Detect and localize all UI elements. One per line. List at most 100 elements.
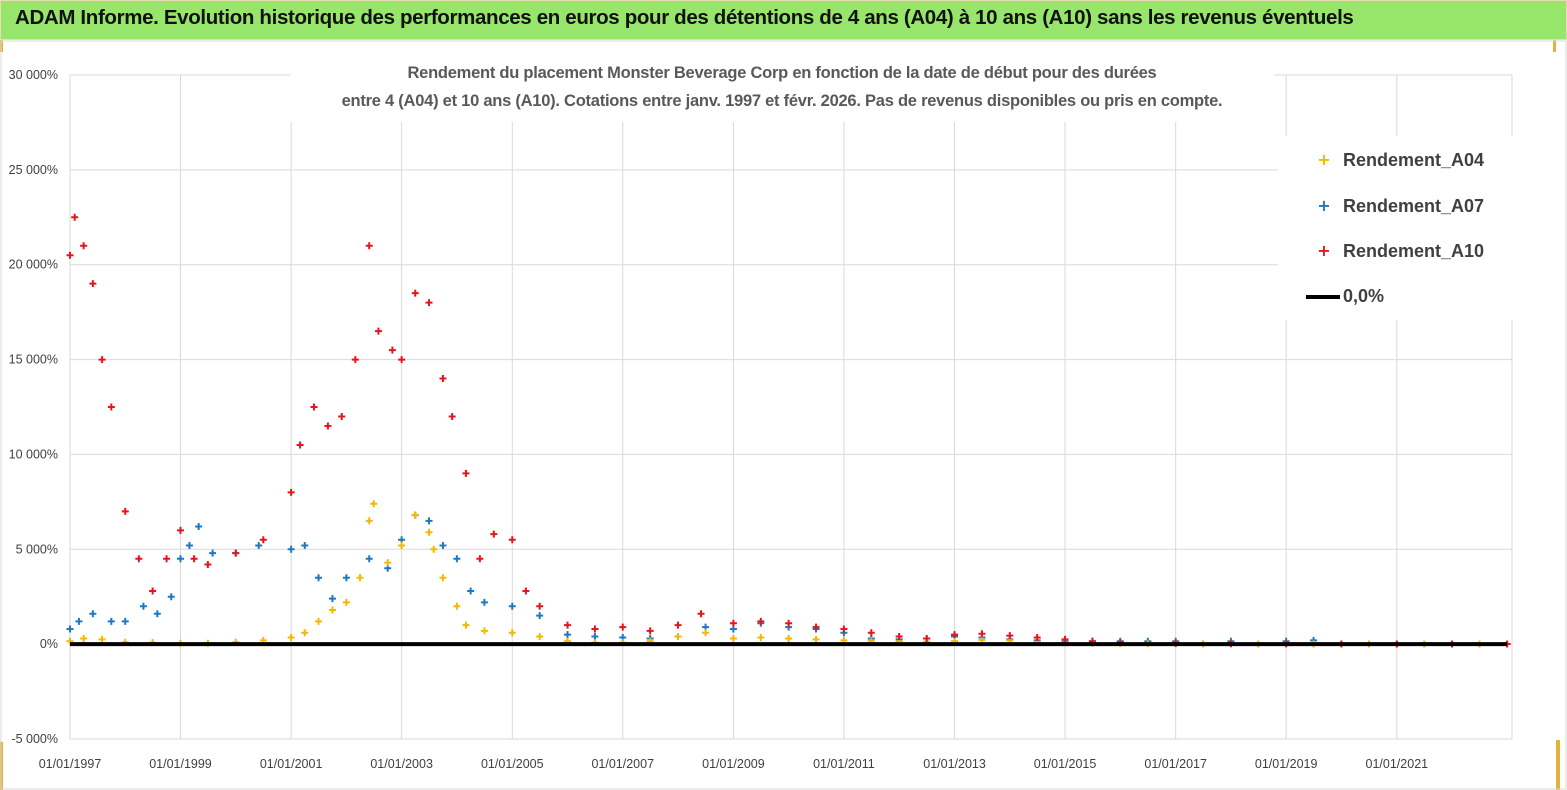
data-point [204,560,212,568]
x-tick-label: 01/01/2005 [481,757,544,771]
legend-label-a04: Rendement_A04 [1343,150,1485,170]
data-point [453,602,461,610]
data-point [564,621,572,629]
data-point [978,630,986,638]
data-point [812,623,820,631]
data-point [342,598,350,606]
data-point [163,555,171,563]
y-tick-label: 5 000% [16,542,58,556]
data-point [135,555,143,563]
data-point [66,625,74,633]
data-point [365,242,373,250]
y-tick-label: 15 000% [9,353,58,367]
data-point [729,634,737,642]
data-point [697,610,705,618]
y-tick-label: -5 000% [11,732,58,746]
legend-label-a07: Rendement_A07 [1343,196,1485,216]
y-tick-label: 0% [40,637,58,651]
x-tick-label: 01/01/2011 [813,757,875,771]
plus-marker-icon: + [1317,196,1331,215]
data-point [365,517,373,525]
data-point [895,633,903,641]
data-point [508,629,516,637]
legend-item-a07: + Rendement_A07 [1278,194,1518,220]
legend-item-zero: 0,0% [1278,284,1518,310]
data-point [121,617,129,625]
data-point [107,617,115,625]
data-point [448,412,456,420]
data-point [365,555,373,563]
data-point [425,528,433,536]
data-point [1006,632,1014,640]
title-banner: ADAM Informe. Evolution historique des p… [0,0,1567,40]
data-point [296,441,304,449]
data-point [98,356,106,364]
data-point [923,634,931,642]
data-point [351,356,359,364]
data-point [702,629,710,637]
data-point [89,610,97,618]
data-point [315,574,323,582]
data-point [107,403,115,411]
data-point [324,422,332,430]
data-point [757,617,765,625]
data-point [812,635,820,643]
data-point [591,625,599,633]
data-point [287,545,295,553]
corner-mark-top-right [1553,40,1556,52]
data-point [80,242,88,250]
data-point [476,555,484,563]
data-point [425,299,433,307]
data-point [71,213,79,221]
data-point [176,526,184,534]
data-point [439,574,447,582]
data-point [66,251,74,259]
data-point [729,619,737,627]
data-point [398,541,406,549]
data-point [374,327,382,335]
chart-area-border [0,40,1567,790]
chart-title-line-1: Rendement du placement Monster Beverage … [407,64,1157,82]
data-point [167,593,175,601]
legend-item-a04: + Rendement_A04 [1278,148,1518,174]
data-point [185,541,193,549]
x-axis-tick-labels: 01/01/1997 01/01/1999 01/01/2001 01/01/2003… [39,757,1428,771]
y-tick-label: 30 000% [9,68,58,82]
data-point [522,587,530,595]
data-point [388,346,396,354]
data-point [80,634,88,642]
data-point [190,555,198,563]
x-tick-label: 01/01/2007 [591,757,654,771]
data-point [342,574,350,582]
data-point [411,511,419,519]
data-point [480,627,488,635]
data-point [328,595,336,603]
data-point [149,587,157,595]
data-point [384,559,392,567]
data-point [480,598,488,606]
x-tick-label: 01/01/2019 [1255,757,1318,771]
line-marker-icon [1306,295,1340,299]
chart-legend: + Rendement_A04 + Rendement_A07 + Rendem… [1278,136,1518,320]
data-point [646,627,654,635]
data-point [951,631,959,639]
data-point [310,403,318,411]
data-point [315,617,323,625]
legend-item-a10: + Rendement_A10 [1278,239,1518,265]
data-point [1033,634,1041,642]
data-point [430,545,438,553]
data-point [467,587,475,595]
report-title: ADAM Informe. Evolution historique des p… [15,6,1354,29]
data-point [674,633,682,641]
data-point [301,541,309,549]
data-point [176,555,184,563]
data-point [75,617,83,625]
plus-marker-icon: + [1317,150,1331,169]
data-point [232,549,240,557]
x-tick-label: 01/01/1999 [149,757,212,771]
x-tick-label: 01/01/2015 [1034,757,1097,771]
data-point [439,375,447,383]
data-point [153,610,161,618]
data-point [508,602,516,610]
data-point [287,634,295,642]
